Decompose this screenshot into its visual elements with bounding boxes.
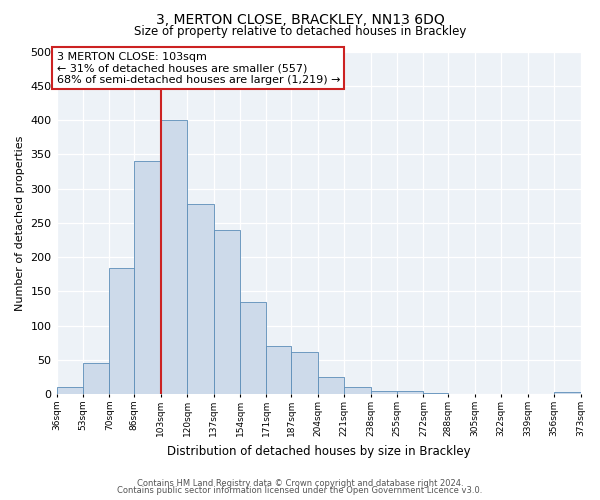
Text: 3 MERTON CLOSE: 103sqm
← 31% of detached houses are smaller (557)
68% of semi-de: 3 MERTON CLOSE: 103sqm ← 31% of detached… [56,52,340,84]
X-axis label: Distribution of detached houses by size in Brackley: Distribution of detached houses by size … [167,444,470,458]
Bar [371,391,397,394]
Bar [161,120,187,394]
Text: Size of property relative to detached houses in Brackley: Size of property relative to detached ho… [134,25,466,38]
Bar [424,393,448,394]
Bar [554,392,581,394]
Bar [109,268,134,394]
Bar [266,346,292,394]
Bar [240,302,266,394]
Y-axis label: Number of detached properties: Number of detached properties [15,135,25,310]
Text: Contains HM Land Registry data © Crown copyright and database right 2024.: Contains HM Land Registry data © Crown c… [137,478,463,488]
Bar [56,388,83,394]
Bar [214,230,240,394]
Bar [344,386,371,394]
Bar [397,392,424,394]
Bar [83,362,109,394]
Bar [187,204,214,394]
Bar [318,377,344,394]
Bar [292,352,318,394]
Bar [134,161,161,394]
Text: Contains public sector information licensed under the Open Government Licence v3: Contains public sector information licen… [118,486,482,495]
Text: 3, MERTON CLOSE, BRACKLEY, NN13 6DQ: 3, MERTON CLOSE, BRACKLEY, NN13 6DQ [155,12,445,26]
